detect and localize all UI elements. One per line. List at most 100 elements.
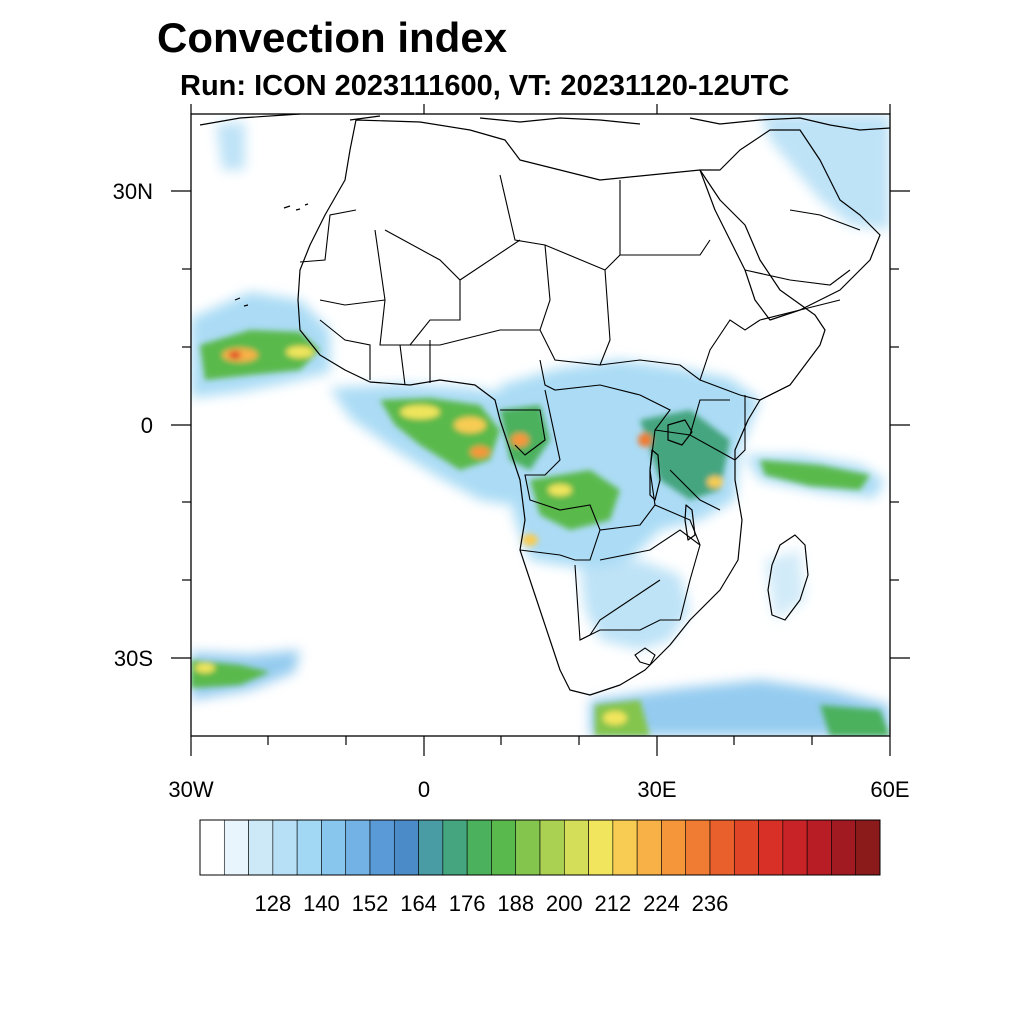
border-angola [519, 529, 601, 561]
colorbar-swatch [661, 819, 687, 876]
border-mauritania [319, 229, 386, 306]
coastline-arabia [699, 129, 881, 321]
colorbar-swatch [685, 819, 711, 876]
colorbar-label: 224 [643, 891, 680, 916]
colorbar-swatch [345, 819, 371, 876]
colorbar-swatch [782, 819, 808, 876]
border-libya [499, 174, 621, 271]
colorbar-frame [199, 819, 881, 876]
lon-label-30w: 30W [168, 777, 213, 802]
border-gabon-congo [500, 409, 546, 456]
border-south-africa [579, 619, 680, 666]
colorbar-swatch [321, 819, 347, 876]
colorbar-swatch [831, 819, 857, 876]
convection-peak-gulf-2 [454, 417, 486, 433]
colorbar-swatch [296, 819, 322, 876]
border-somalia [734, 395, 746, 461]
coastline-canary-islands [283, 203, 309, 211]
colorbar-swatch [199, 819, 225, 876]
colorbar-swatch [733, 819, 759, 876]
lake-malawi [684, 504, 696, 541]
convection-area-southern-africa [580, 560, 690, 650]
convection-peak-guinea [286, 346, 314, 358]
border-ethiopia [699, 379, 791, 401]
lake-victoria [667, 419, 693, 446]
border-zambia-mozambique [599, 529, 701, 621]
lon-label-60e: 60E [870, 777, 909, 802]
border-morocco-algeria [299, 209, 357, 263]
convection-peak-atlantic-red [229, 351, 241, 359]
chart-title: Convection index [157, 14, 508, 61]
colorbar-swatch [636, 819, 662, 876]
colorbar-swatch [515, 819, 541, 876]
colorbar-label: 200 [546, 891, 583, 916]
colorbar-swatch [563, 819, 589, 876]
lat-label-30s: 30S [114, 646, 153, 671]
border-niger-nigeria [408, 280, 540, 346]
colorbar-labels: 128 140 152 164 176 188 200 212 224 236 [255, 891, 729, 916]
convection-peak-south-ocean [603, 711, 627, 725]
colorbar-label: 140 [303, 891, 340, 916]
lon-label-0: 0 [418, 777, 430, 802]
lakes [649, 419, 696, 541]
colorbar-label: 176 [449, 891, 486, 916]
colorbar-swatch [612, 819, 638, 876]
lake-tanganyika [649, 449, 661, 501]
coastline-africa [297, 119, 826, 696]
convection-area-north-atlantic [216, 122, 245, 170]
convection-core-indian [760, 460, 870, 490]
border-algeria-mali [384, 229, 521, 281]
lon-label-30e: 30E [637, 777, 676, 802]
border-west-africa [319, 319, 431, 386]
convection-core-drc [530, 470, 620, 530]
colorbar-label: 152 [352, 891, 389, 916]
coastline-europe [199, 113, 891, 131]
convection-peak-angola [522, 534, 538, 546]
colorbar-swatch [491, 819, 517, 876]
coastline-madagascar [767, 534, 809, 621]
colorbar-label: 188 [497, 891, 534, 916]
coastline-cape-verde [234, 297, 249, 307]
coastlines [199, 113, 891, 696]
chart-subtitle: Run: ICON 2023111600, VT: 20231120-12UTC [180, 70, 790, 102]
colorbar-label: 128 [255, 891, 292, 916]
convection-core-east-africa [640, 410, 730, 500]
lat-label-0: 0 [141, 413, 153, 438]
colorbar-swatch [393, 819, 419, 876]
convection-peak-gulf-1 [400, 405, 440, 419]
colorbar-swatch [588, 819, 614, 876]
convection-core-atlantic [200, 330, 320, 380]
convection-field [191, 114, 890, 736]
border-sudan-south [599, 319, 761, 381]
border-car-congo [539, 359, 641, 396]
colorbar-label: 164 [400, 891, 437, 916]
axis-ticks [171, 104, 910, 756]
colorbar-swatch [442, 819, 468, 876]
colorbar-swatch [758, 819, 784, 876]
colorbar-label: 236 [692, 891, 729, 916]
convection-peak-kenya [707, 476, 723, 488]
colorbar-swatch [418, 819, 444, 876]
border-mali-burkina [379, 299, 410, 346]
border-arabia-countries [744, 209, 861, 321]
colorbar-swatch [709, 819, 735, 876]
colorbar-swatch [806, 819, 832, 876]
convection-peak-south-atlantic [195, 663, 215, 673]
border-chad [539, 244, 611, 366]
lat-label-30n: 30N [113, 179, 153, 204]
colorbar-swatch [223, 819, 249, 876]
convection-core-southeast [820, 705, 890, 736]
convection-area-arabia [760, 114, 890, 230]
convection-peak-gulf-3 [470, 446, 490, 458]
colorbar-label: 212 [595, 891, 632, 916]
convection-peak-drc [548, 484, 572, 496]
border-egypt-sudan [620, 239, 711, 256]
colorbar-swatch [466, 819, 492, 876]
convection-peak-congo [511, 433, 529, 447]
convection-area-southern-ocean [590, 680, 890, 736]
colorbar-swatch [272, 819, 298, 876]
colorbar [199, 819, 881, 876]
convection-area-madagascar-channel [765, 550, 805, 620]
colorbar-swatch [369, 819, 395, 876]
